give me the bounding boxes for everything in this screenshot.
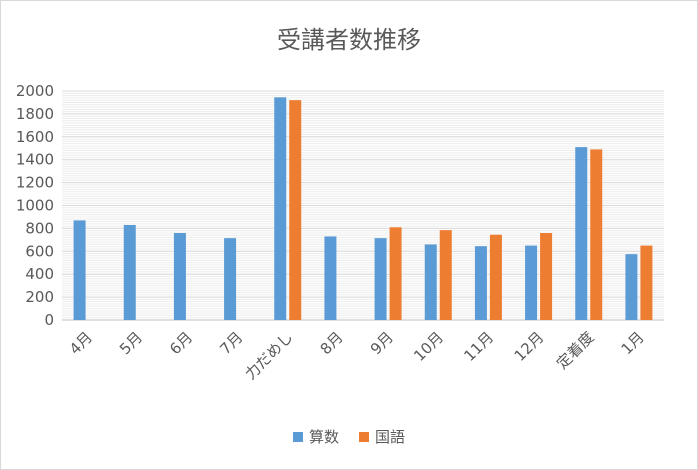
chart-title: 受講者数推移 <box>277 26 421 54</box>
bar-kokugo <box>640 245 653 320</box>
x-tick-label: 9月 <box>367 328 397 358</box>
y-tick-label: 800 <box>25 219 54 237</box>
bar-sansu <box>525 245 538 320</box>
bar-sansu <box>474 246 487 320</box>
x-tick-label: 11月 <box>460 328 497 365</box>
y-tick-label: 600 <box>25 242 54 260</box>
bar-sansu <box>575 147 588 320</box>
chart-legend: 算数 国語 <box>0 426 698 447</box>
y-tick-label: 400 <box>25 265 54 283</box>
y-tick-label: 200 <box>25 288 54 306</box>
bar-kokugo <box>389 227 402 320</box>
x-tick-label: 1月 <box>618 328 648 358</box>
bar-sansu <box>324 236 337 320</box>
x-tick-label: 7月 <box>216 328 246 358</box>
x-tick-label: 10月 <box>410 328 447 365</box>
legend-item: 算数 <box>292 426 339 447</box>
bar-sansu <box>625 254 638 320</box>
bar-sansu <box>224 238 237 320</box>
x-tick-label: 5月 <box>116 328 146 358</box>
y-tick-label: 1600 <box>16 128 54 146</box>
bar-sansu <box>374 238 387 320</box>
y-tick-label: 1200 <box>16 174 54 192</box>
bar-sansu <box>274 97 287 320</box>
bar-sansu <box>73 220 86 320</box>
y-tick-label: 1000 <box>16 197 54 215</box>
y-tick-label: 2000 <box>16 82 54 100</box>
legend-swatch <box>359 431 369 442</box>
x-tick-label: 6月 <box>166 328 196 358</box>
x-tick-label: 力だめし <box>241 328 296 383</box>
bar-sansu <box>123 224 136 320</box>
legend-label: 算数 <box>308 428 339 446</box>
legend-swatch <box>292 431 303 442</box>
bar-kokugo <box>590 149 603 320</box>
legend-label: 国語 <box>375 428 406 446</box>
x-tick-label: 8月 <box>317 328 347 358</box>
y-tick-label: 0 <box>44 311 54 329</box>
bar-kokugo <box>289 100 302 320</box>
y-tick-label: 1400 <box>16 151 54 169</box>
y-tick-label: 1800 <box>16 105 54 123</box>
bar-kokugo <box>439 230 452 320</box>
bar-kokugo <box>540 232 553 320</box>
x-tick-label: 定着度 <box>553 328 598 373</box>
bar-kokugo <box>489 234 502 320</box>
x-tick-label: 12月 <box>511 328 548 365</box>
bar-sansu <box>173 232 186 320</box>
legend-item: 国語 <box>359 426 405 447</box>
x-tick-label: 4月 <box>66 328 96 358</box>
bar-sansu <box>424 244 437 320</box>
